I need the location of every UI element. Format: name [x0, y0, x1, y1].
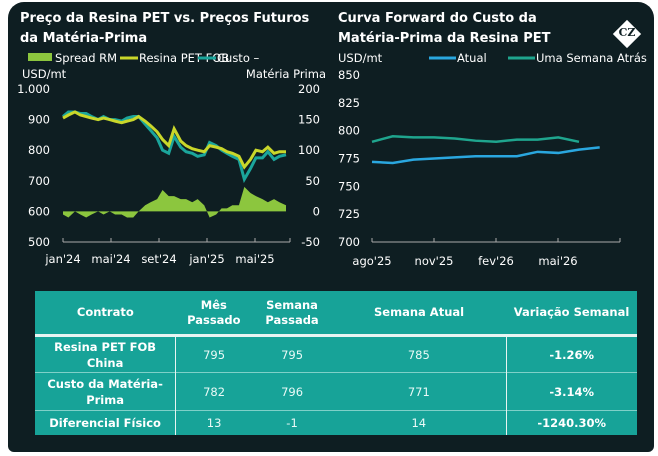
contract-name: Resina PET FOB China [35, 335, 176, 373]
resina-pet-fob-line [62, 110, 286, 170]
right-chart-title: Curva Forward do Custo da Matéria-Prima … [338, 11, 551, 46]
table-row: Custo da Matéria-Prima 782 796 771 -3.14% [35, 372, 637, 411]
x-tick-label: ago'25 [352, 254, 391, 268]
table-cell: -3.14% [505, 372, 637, 411]
y-tick-label: 500 [28, 235, 50, 249]
table-row: Diferencial Físico 13 -1 14 -1240.30% [35, 410, 637, 435]
legend-swatch [28, 53, 52, 61]
y2-tick-label: 0 [313, 204, 320, 218]
x-tick-label: nov'25 [415, 254, 454, 268]
table-cell: 782 [175, 372, 252, 411]
table-cell: 795 [175, 335, 252, 373]
legend-label: Atual [457, 51, 487, 65]
y-tick-label: 1.000 [17, 82, 50, 96]
x-tick-label: mai'25 [235, 252, 274, 266]
y-tick-label: 775 [338, 152, 360, 166]
y2-tick-label: 200 [298, 82, 320, 96]
x-tick-label: jan'24 [44, 252, 80, 266]
x-tick-label: mai'24 [91, 252, 130, 266]
x-tick-label: jan'25 [188, 252, 224, 266]
y-tick-label: 700 [28, 174, 50, 188]
y-tick-label: 800 [28, 143, 50, 157]
x-tick-label: mai'26 [538, 254, 577, 268]
x-tick-label: fev'26 [478, 254, 514, 268]
legend-label: Uma Semana Atrás [536, 51, 647, 65]
y2-tick-label: 50 [305, 174, 320, 188]
contract-name: Diferencial Físico [35, 410, 176, 435]
column-header: Mês Passado [175, 291, 252, 337]
y-tick-label: 600 [28, 204, 50, 218]
table-cell: 771 [332, 372, 506, 411]
contract-name: Custo da Matéria-Prima [35, 372, 176, 411]
y2-tick-label: 150 [298, 113, 320, 127]
y-tick-label: 700 [338, 235, 360, 249]
legend-label: Spread RM [55, 51, 117, 65]
left-chart-title: Preço da Resina PET vs. Preços Futuros d… [20, 11, 310, 46]
y-axis-label: USD/mt [22, 67, 67, 81]
legend-label: Resina PET FOB [139, 51, 229, 65]
custo-materia-prima-line [62, 110, 287, 184]
table-cell: 796 [251, 372, 333, 411]
y-tick-label: 750 [338, 179, 360, 193]
y2-tick-label: 100 [298, 143, 320, 157]
table-cell: 14 [332, 410, 506, 435]
y-tick-label: 900 [28, 113, 50, 127]
table-cell: 795 [251, 335, 333, 373]
column-header: Variação Semanal [506, 291, 637, 337]
table-row: Resina PET FOB China 795 795 785 -1.26% [35, 335, 637, 373]
table-cell: 785 [332, 335, 506, 373]
spread-rm-area [63, 186, 286, 218]
uma-semana-atras-line [371, 134, 580, 144]
table-cell: 13 [175, 410, 252, 435]
y-tick-label: 800 [338, 124, 360, 138]
y-tick-label: 825 [338, 96, 360, 110]
column-header: Semana Atual [332, 291, 506, 337]
table-cell: -1240.30% [505, 410, 637, 435]
logo-text: CZ [618, 26, 636, 39]
y-axis-label: USD/mt [338, 51, 383, 65]
y2-axis-label: Matéria Prima [246, 67, 326, 81]
x-tick-label: set'24 [141, 252, 176, 266]
table-cell: -1 [251, 410, 333, 435]
atual-line [371, 146, 600, 165]
contracts-table: Contrato Mês Passado Semana Passada Semana At… [35, 291, 637, 435]
y-tick-label: 850 [338, 68, 360, 82]
table-cell: -1.26% [505, 335, 637, 373]
charts-svg: 1.000900800700600500200150100500-50USD/m… [17, 51, 647, 268]
column-header: Contrato [35, 291, 176, 337]
y-tick-label: 725 [338, 207, 360, 221]
legend-label: Custo – [217, 51, 260, 65]
y2-tick-label: -50 [301, 235, 320, 249]
column-header: Semana Passada [251, 291, 333, 337]
